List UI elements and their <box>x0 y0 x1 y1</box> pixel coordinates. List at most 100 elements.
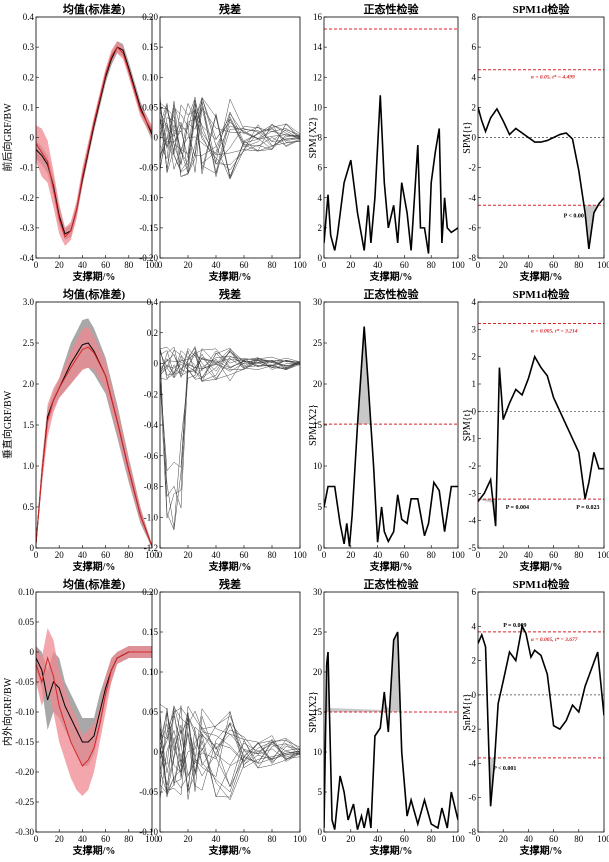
plot-area <box>478 623 604 807</box>
x-tick-label: 100 <box>597 550 609 560</box>
y-tick-label: -0.10 <box>139 193 158 203</box>
x-axis-label: 支撑期/% <box>369 560 413 573</box>
x-tick-label: 40 <box>78 550 88 560</box>
spm-curve <box>324 326 458 547</box>
x-axis-label: 支撑期/% <box>208 270 252 283</box>
x-tick-label: 100 <box>597 834 609 844</box>
y-tick-label: 12 <box>313 72 322 82</box>
x-tick-label: 0 <box>476 260 481 270</box>
x-tick-label: 20 <box>184 834 194 844</box>
y-tick-label: 8 <box>472 12 477 22</box>
x-tick-label: 60 <box>101 260 111 270</box>
y-tick-label: -0.30 <box>15 827 34 837</box>
x-tick-label: 20 <box>55 834 65 844</box>
panel-title: SPM1d检验 <box>513 287 571 301</box>
y-tick-label: 5 <box>318 787 323 797</box>
residual-line <box>160 705 300 773</box>
y-tick-label: -6 <box>469 223 477 233</box>
y-tick-label: 10 <box>313 102 323 112</box>
x-tick-label: 20 <box>184 260 194 270</box>
mean-line <box>36 46 152 238</box>
y-tick-label: -1.0 <box>144 512 159 522</box>
x-tick-label: 100 <box>145 550 159 560</box>
panel-1-1: -1.2 -1.0 -0.8 -0.6 -0.4 -0.2 0 0.2 0.4 0 20 40 60 80… <box>144 287 308 573</box>
axes-frame <box>323 301 459 549</box>
plot-area <box>478 69 604 250</box>
panel-0-3: α = 0.05, t* = 4.499 P < 0.001 -8 -6 -4 -2 0 2 4… <box>462 2 609 283</box>
x-tick-label: 80 <box>574 834 584 844</box>
y-tick-label: 15 <box>313 707 323 717</box>
p-value-label: P < 0.001 <box>564 213 587 219</box>
residual-line <box>160 98 300 163</box>
y-axis-label: SPM{t} <box>462 121 473 153</box>
axes-frame <box>477 16 605 259</box>
y-tick-label: 8 <box>318 133 323 143</box>
x-tick-label: 60 <box>549 550 559 560</box>
y-tick-label: 10 <box>313 461 323 471</box>
residual-line <box>160 723 300 794</box>
y-tick-label: 0.2 <box>23 72 34 82</box>
y-axis-label: SPM{X2} <box>308 404 319 446</box>
x-axis-label: 支撑期/% <box>369 270 413 283</box>
y-tick-label: 0.2 <box>147 328 158 338</box>
x-tick-label: 80 <box>427 834 437 844</box>
y-tick-label: -0.10 <box>15 707 34 717</box>
x-tick-label: 20 <box>499 550 509 560</box>
x-tick-label: 40 <box>212 834 222 844</box>
sd-band <box>36 41 152 246</box>
x-tick-label: 20 <box>346 260 356 270</box>
residual-line <box>160 347 300 375</box>
x-tick-label: 40 <box>524 260 534 270</box>
x-tick-label: 0 <box>158 834 163 844</box>
y-tick-label: 0.20 <box>142 12 158 22</box>
panel-title: 正态性检验 <box>364 287 420 301</box>
suprathreshold-area <box>326 632 400 712</box>
y-tick-label: 30 <box>313 587 323 597</box>
y-tick-label: 0.10 <box>142 72 158 82</box>
axes-frame <box>477 301 605 549</box>
p-value-label: P = 0.004 <box>506 505 529 511</box>
x-axis-label: 支撑期/% <box>208 560 252 573</box>
y-tick-label: -0.25 <box>15 797 34 807</box>
threshold-annotation: α = 0.005, t* = 3.677 <box>531 636 578 643</box>
y-tick-label: 1 <box>472 379 477 389</box>
y-axis-label: 前后向GRF/BW <box>1 103 14 172</box>
y-tick-label: 2.5 <box>23 338 35 348</box>
y-tick-label: -0.20 <box>15 767 34 777</box>
plot-area <box>160 345 300 532</box>
mean-line <box>36 46 152 235</box>
y-tick-label: -0.05 <box>139 787 158 797</box>
x-tick-label: 20 <box>55 260 65 270</box>
plot-area <box>160 95 300 180</box>
y-tick-label: 0 <box>30 543 35 553</box>
y-tick-label: 6 <box>318 163 323 173</box>
plot-area <box>324 28 458 254</box>
y-tick-label: 0.5 <box>23 502 35 512</box>
y-tick-label: 0.3 <box>23 42 35 52</box>
y-tick-label: -5 <box>469 543 477 553</box>
y-tick-label: 4 <box>472 621 477 631</box>
panel-1-3: α = 0.005, t* = 3.214 P = 0.004 P = 0.023 -… <box>462 287 609 573</box>
y-tick-label: -0.4 <box>20 253 35 263</box>
residual-line <box>160 356 300 519</box>
residual-line <box>160 705 300 800</box>
spm-curve <box>478 623 604 807</box>
x-tick-label: 0 <box>34 260 39 270</box>
x-tick-label: 0 <box>322 834 327 844</box>
x-axis-label: 支撑期/% <box>72 560 116 573</box>
y-tick-label: -0.1 <box>20 163 34 173</box>
y-axis-label: 内外向GRF/BW <box>1 677 14 746</box>
y-tick-label: -0.15 <box>139 223 158 233</box>
x-tick-label: 60 <box>400 550 410 560</box>
spm-curve <box>478 107 604 250</box>
x-tick-label: 60 <box>400 834 410 844</box>
y-tick-label: 0 <box>318 827 323 837</box>
y-tick-label: -0.05 <box>15 677 34 687</box>
residual-line <box>160 96 300 180</box>
threshold-annotation: α = 0.05, t* = 4.499 <box>531 74 575 81</box>
x-tick-label: 100 <box>293 260 307 270</box>
panel-1-0: 0 0.5 1.0 1.5 2.0 2.5 3.0 0 20 40 60 80 100 均值(标准差) 支撑… <box>1 287 159 573</box>
